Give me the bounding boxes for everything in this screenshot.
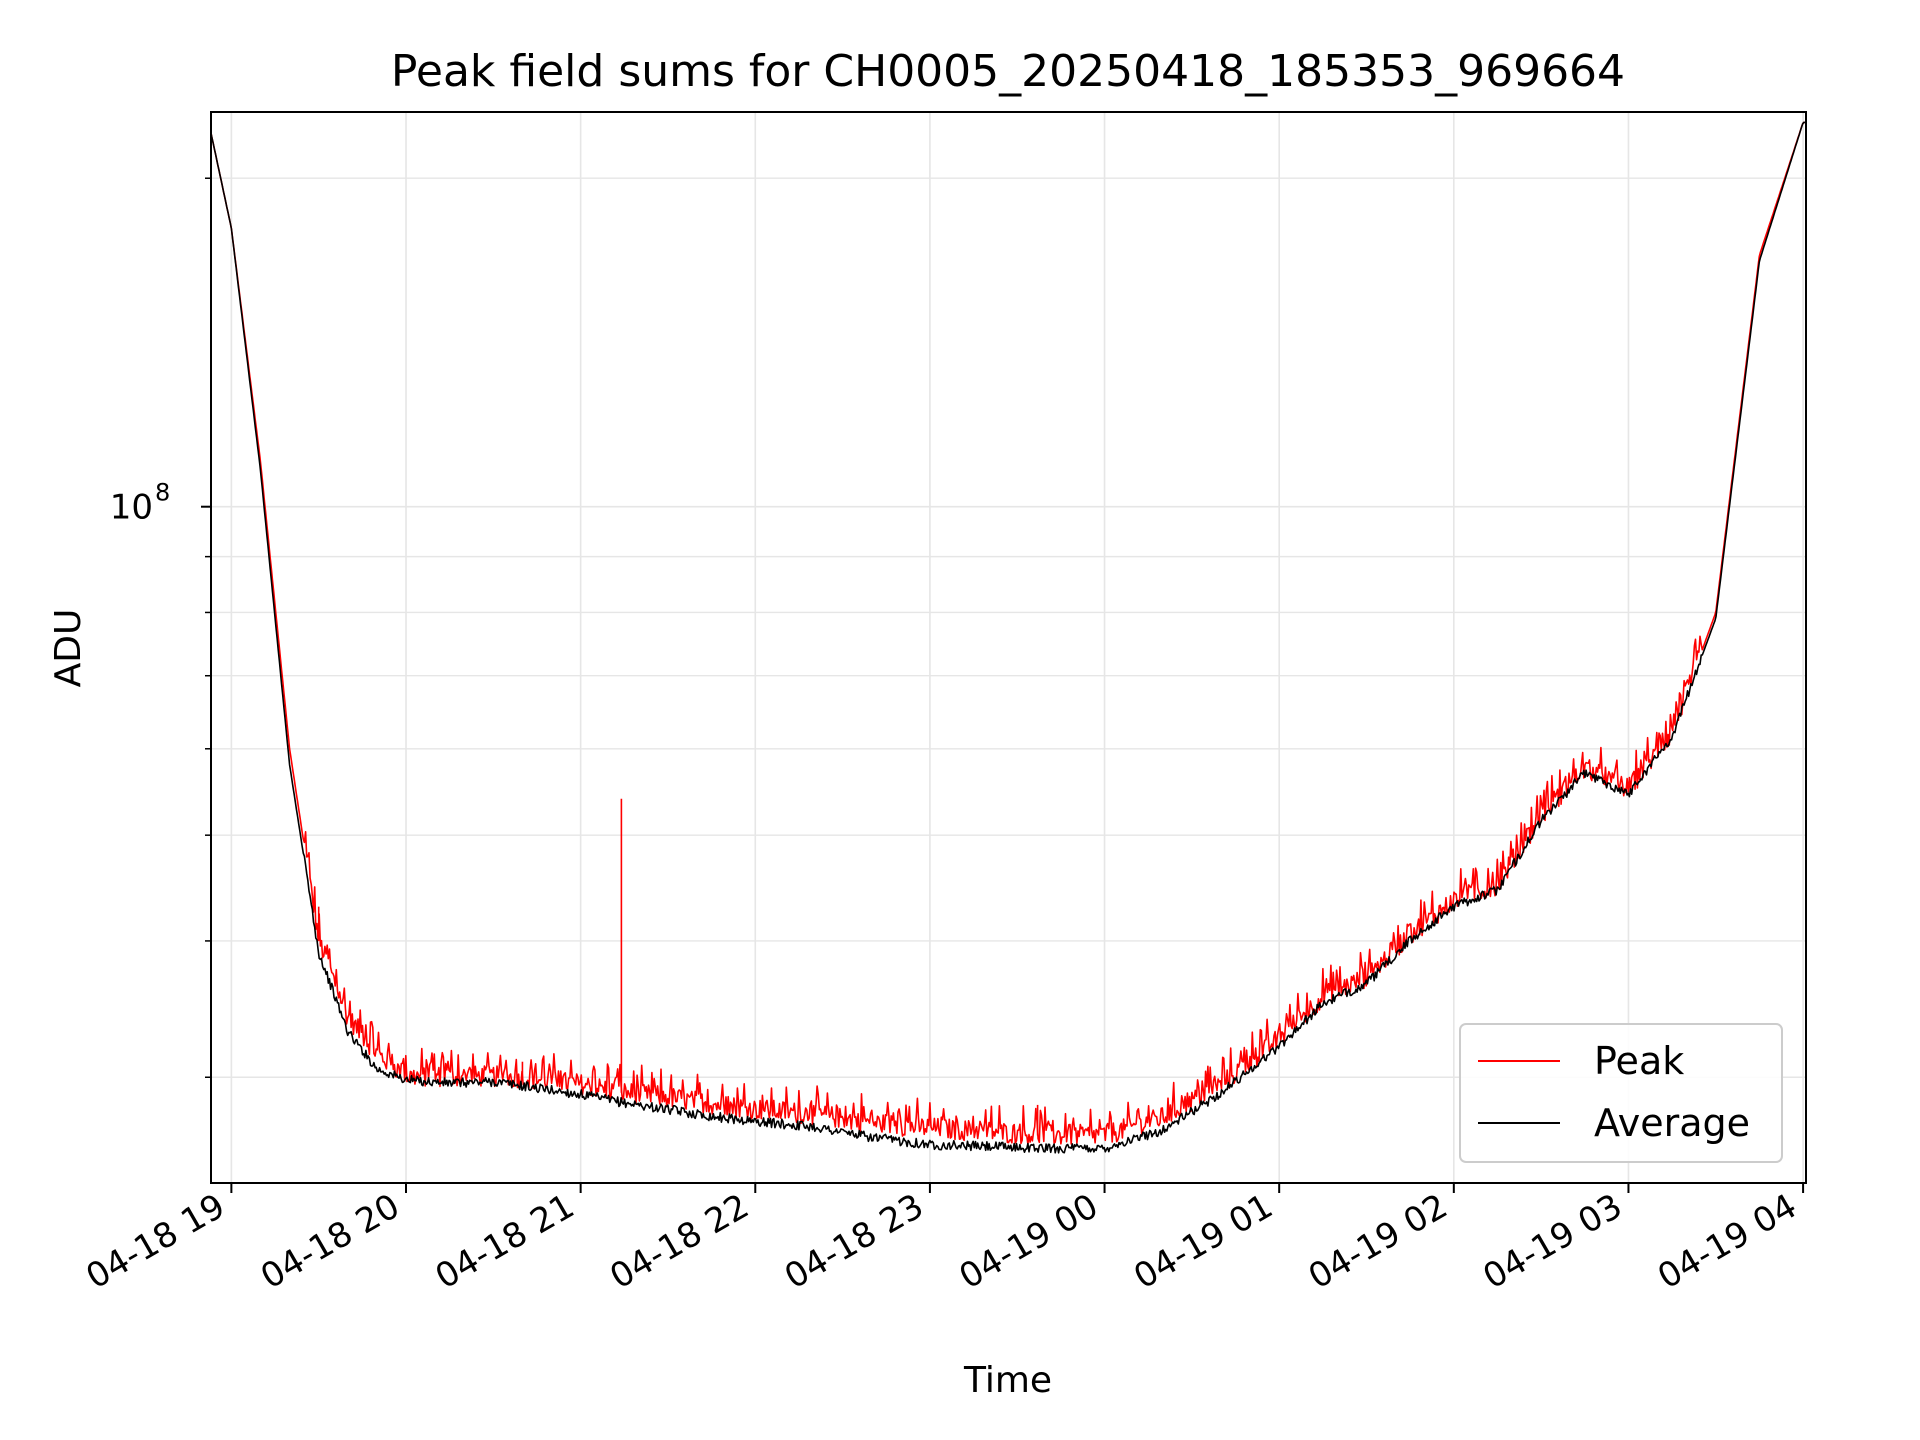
series-line-average bbox=[211, 121, 1806, 1154]
legend: Peak Average bbox=[1459, 1023, 1783, 1163]
y-tick-label-exponent: 8 bbox=[155, 479, 170, 507]
legend-label-peak: Peak bbox=[1594, 1039, 1684, 1083]
y-tick-label: 10 bbox=[110, 488, 153, 528]
plot-frame bbox=[210, 111, 1807, 1184]
legend-box bbox=[1459, 1023, 1783, 1163]
series-line-peak bbox=[211, 121, 1806, 1146]
y-axis-label: ADU bbox=[48, 609, 89, 688]
series-layer bbox=[211, 121, 1806, 1154]
y-axis: 10 8 bbox=[110, 177, 211, 1079]
chart-title: Peak field sums for CH0005_20250418_1853… bbox=[391, 46, 1625, 97]
legend-label-average: Average bbox=[1594, 1101, 1750, 1145]
x-axis-label: Time bbox=[963, 1360, 1052, 1401]
